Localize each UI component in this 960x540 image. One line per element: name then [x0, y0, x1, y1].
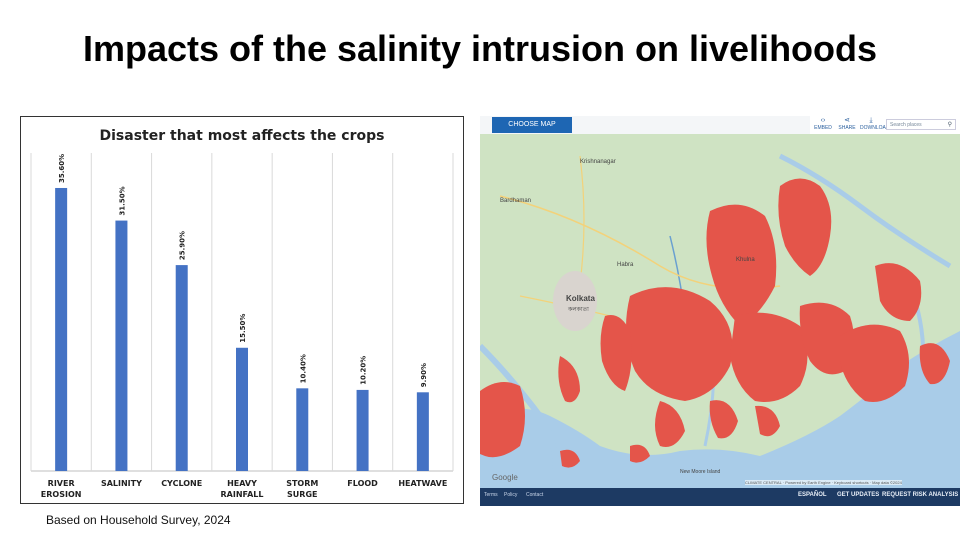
code-icon: ‹›	[820, 117, 826, 124]
slide-title: Impacts of the salinity intrusion on liv…	[82, 28, 878, 69]
place-label-kolkata: Kolkata	[566, 294, 595, 303]
map-footer: Terms Policy Contact ESPAÑOL GET UPDATES…	[480, 488, 960, 506]
download-button[interactable]: ⤓ DOWNLOAD	[860, 116, 890, 134]
share-icon: ⋖	[844, 117, 850, 124]
bar	[55, 187, 68, 471]
kolkata-urban-area	[553, 271, 597, 331]
map-attribution: CLIMATE CENTRAL · Powered by Earth Engin…	[745, 480, 902, 485]
map-tools: ‹› EMBED ⋖ SHARE ⤓ DOWNLOAD Search place…	[810, 116, 960, 134]
map-toolbar: CHOOSE MAP ‹› EMBED ⋖ SHARE ⤓ DOWNLOAD S…	[480, 116, 960, 134]
data-label: 10.40%	[299, 354, 307, 383]
chart-caption: Based on Household Survey, 2024	[46, 513, 231, 527]
bar	[175, 265, 188, 471]
bar-chart: Disaster that most affects the crops 35.…	[20, 116, 464, 504]
data-label: 9.90%	[420, 363, 428, 387]
category-label: HEATWAVE	[398, 479, 447, 488]
bay-of-bengal	[480, 331, 960, 488]
chart-gridlines	[30, 153, 454, 472]
chart-category-labels: RIVER EROSION SALINITY CYCLONE HEAVY RAINFALL…	[41, 479, 448, 499]
footer-link-request-risk-analysis[interactable]: REQUEST RISK ANALYSIS	[882, 492, 959, 498]
bar	[416, 392, 429, 471]
chart-title: Disaster that most affects the crops	[100, 128, 385, 144]
data-label: 15.50%	[239, 314, 247, 343]
chart-data-labels: 35.60% 31.50% 25.90% 15.50% 10.40% 10.20% 9.90…	[58, 154, 428, 387]
data-label: 31.50%	[118, 186, 126, 215]
chart-bars	[55, 187, 429, 471]
search-icon: ⚲	[947, 122, 952, 128]
place-label-khulna: Khulna	[736, 257, 755, 263]
map-canvas[interactable]: Krishnanagar Bardhaman Kolkata কলকাতা Ha…	[480, 116, 960, 506]
search-input[interactable]: Search places ⚲	[886, 119, 956, 130]
category-label: EROSION	[41, 490, 82, 499]
data-label: 25.90%	[179, 231, 187, 260]
footer-link-get-updates[interactable]: GET UPDATES	[837, 492, 880, 498]
category-label: FLOOD	[347, 479, 378, 488]
place-label-kolkata-bengali: কলকাতা	[567, 307, 589, 313]
place-label-new-moore-island: New Moore Island	[680, 469, 721, 475]
embed-label: EMBED	[814, 125, 832, 131]
category-label: RIVER	[48, 479, 75, 488]
google-logo: Google	[492, 473, 518, 482]
place-label-bardhaman: Bardhaman	[500, 198, 531, 204]
place-label-habra: Habra	[617, 262, 634, 268]
sea-level-risk-map[interactable]: Krishnanagar Bardhaman Kolkata কলকাতা Ha…	[480, 116, 960, 506]
footer-link-policy[interactable]: Policy	[504, 492, 518, 498]
footer-link-espanol[interactable]: ESPAÑOL	[798, 492, 827, 498]
footer-link-contact[interactable]: Contact	[526, 492, 544, 498]
bar	[236, 347, 248, 471]
footer-link-terms[interactable]: Terms	[484, 492, 498, 498]
place-label-krishnanagar: Krishnanagar	[580, 159, 616, 165]
embed-button[interactable]: ‹› EMBED	[812, 116, 834, 134]
category-label: HEAVY	[227, 479, 257, 488]
share-button[interactable]: ⋖ SHARE	[836, 116, 858, 134]
category-label: RAINFALL	[221, 490, 264, 499]
download-label: DOWNLOAD	[860, 125, 890, 131]
search-placeholder: Search places	[890, 122, 922, 128]
bar	[356, 389, 369, 471]
category-label: SALINITY	[101, 479, 142, 488]
data-label: 10.20%	[360, 356, 368, 385]
share-label: SHARE	[838, 125, 856, 131]
category-label: CYCLONE	[161, 479, 202, 488]
choose-map-button[interactable]: CHOOSE MAP	[492, 117, 572, 133]
category-label: STORM	[286, 479, 318, 488]
data-label: 35.60%	[58, 154, 66, 183]
bar	[296, 388, 309, 471]
risk-zones	[480, 178, 950, 458]
download-icon: ⤓	[869, 117, 873, 124]
category-label: SURGE	[287, 490, 317, 499]
bar	[115, 220, 128, 471]
bar-chart-svg: Disaster that most affects the crops 35.…	[30, 128, 454, 499]
